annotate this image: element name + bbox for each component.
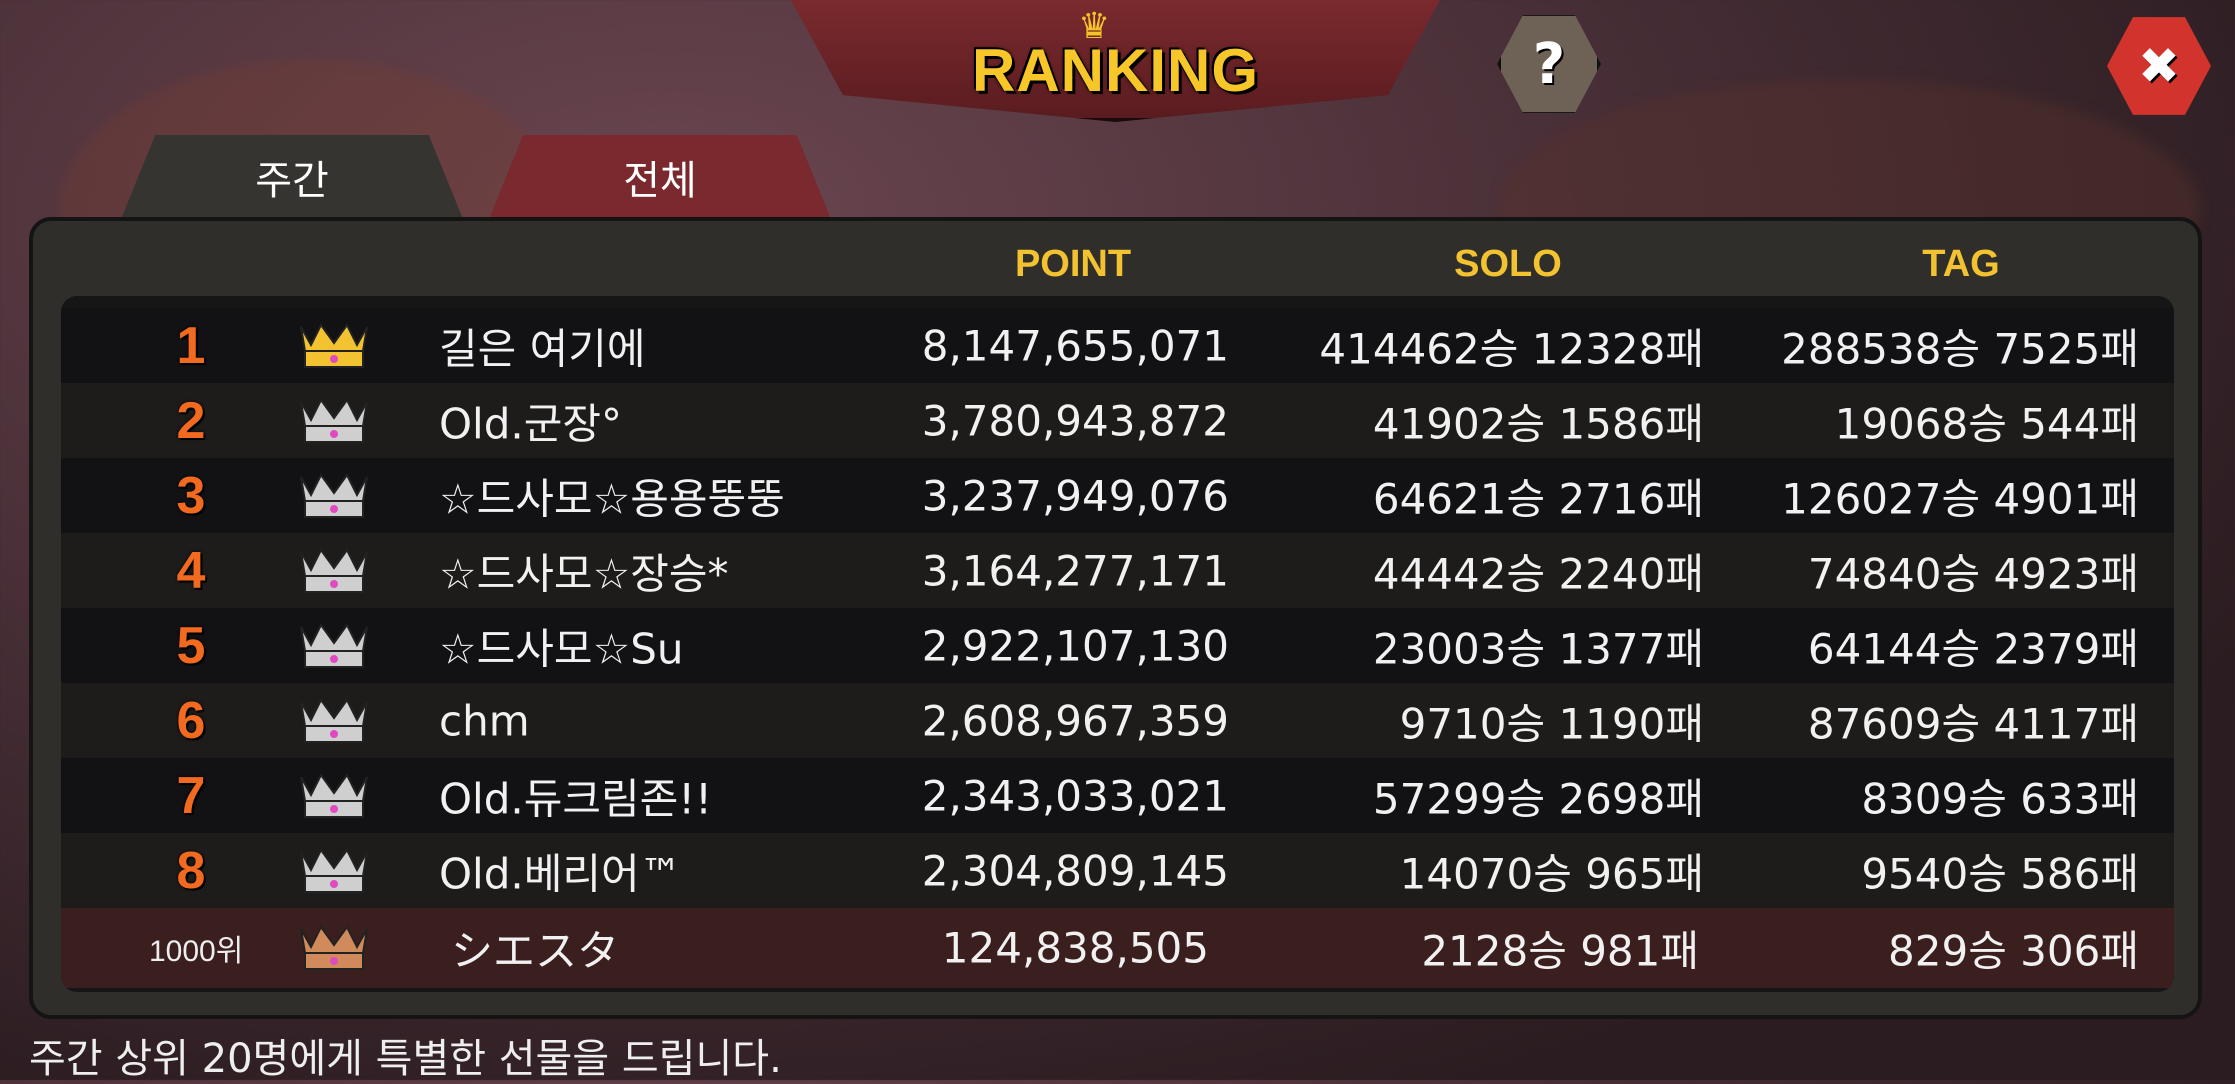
ranking-list[interactable]: 1 길은 여기에 8,147,655,071 414462승 12328패 28… bbox=[61, 296, 2174, 992]
player-name: ☆드사모☆Su bbox=[439, 624, 684, 673]
tag-record: 64144승 2379패 bbox=[1807, 624, 2139, 673]
table-row[interactable]: 2 Old.군장° 3,780,943,872 41902승 1586패 190… bbox=[61, 383, 2174, 458]
crown-silver-icon bbox=[297, 697, 371, 744]
solo-record: 2128승 981패 bbox=[1421, 926, 1699, 976]
point-value: 2,608,967,359 bbox=[921, 696, 1229, 745]
solo-record: 23003승 1377패 bbox=[1372, 624, 1704, 673]
close-icon: ✖ bbox=[2138, 37, 2180, 95]
solo-record: 414462승 12328패 bbox=[1319, 324, 1704, 373]
point-value: 2,922,107,130 bbox=[921, 621, 1229, 670]
point-value: 2,343,033,021 bbox=[921, 771, 1229, 820]
rank: 4 bbox=[176, 541, 206, 600]
tag-record: 8309승 633패 bbox=[1861, 774, 2139, 823]
page-title: RANKING bbox=[972, 37, 1259, 104]
player-name: シエスタ bbox=[451, 926, 620, 976]
tab-all[interactable]: 전체 bbox=[489, 135, 831, 219]
tag-record: 19068승 544패 bbox=[1834, 399, 2139, 448]
table-row[interactable]: 5 ☆드사모☆Su 2,922,107,130 23003승 1377패 641… bbox=[61, 608, 2174, 683]
point-value: 3,780,943,872 bbox=[921, 396, 1229, 445]
solo-record: 9710승 1190패 bbox=[1399, 699, 1704, 748]
tag-record: 126027승 4901패 bbox=[1781, 474, 2139, 523]
question-icon: ? bbox=[1532, 31, 1566, 97]
crown-silver-icon bbox=[297, 472, 371, 519]
footer-notice: 주간 상위 20명에게 특별한 선물을 드립니다. bbox=[29, 1036, 782, 1082]
player-name: Old.베리어™ bbox=[439, 849, 682, 898]
solo-record: 14070승 965패 bbox=[1399, 849, 1704, 898]
rank: 1 bbox=[176, 316, 206, 375]
header-tag: TAG bbox=[1922, 243, 2000, 285]
header-solo: SOLO bbox=[1454, 243, 1562, 285]
crown-gold-icon bbox=[297, 322, 371, 369]
player-name: 길은 여기에 bbox=[439, 324, 646, 373]
solo-record: 41902승 1586패 bbox=[1372, 399, 1704, 448]
point-value: 3,164,277,171 bbox=[921, 546, 1229, 595]
solo-record: 44442승 2240패 bbox=[1372, 549, 1704, 598]
table-row[interactable]: 8 Old.베리어™ 2,304,809,145 14070승 965패 954… bbox=[61, 833, 2174, 908]
player-name: ☆드사모☆장승* bbox=[439, 549, 729, 598]
rank: 1000위 bbox=[149, 935, 244, 968]
tag-record: 829승 306패 bbox=[1888, 926, 2139, 976]
tab-label: 전체 bbox=[623, 158, 697, 204]
crown-icon: ♛ bbox=[1078, 6, 1111, 47]
tab-weekly[interactable]: 주간 bbox=[121, 135, 463, 219]
tag-record: 9540승 586패 bbox=[1861, 849, 2139, 898]
tag-record: 87609승 4117패 bbox=[1807, 699, 2139, 748]
point-value: 8,147,655,071 bbox=[921, 321, 1229, 370]
solo-record: 57299승 2698패 bbox=[1372, 774, 1704, 823]
help-button[interactable]: ? bbox=[1497, 15, 1601, 113]
rank: 7 bbox=[176, 766, 206, 825]
table-row[interactable]: 4 ☆드사모☆장승* 3,164,277,171 44442승 2240패 74… bbox=[61, 533, 2174, 608]
rank: 2 bbox=[176, 391, 206, 450]
crown-silver-icon bbox=[297, 772, 371, 819]
crown-silver-icon bbox=[297, 622, 371, 669]
player-name: chm bbox=[439, 696, 530, 745]
tab-label: 주간 bbox=[255, 158, 329, 204]
my-rank-row[interactable]: 1000위 シエスタ 124,838,505 2128승 981패 829승 3… bbox=[61, 908, 2174, 988]
crown-silver-icon bbox=[297, 397, 371, 444]
point-value: 3,237,949,076 bbox=[921, 471, 1229, 520]
rank: 3 bbox=[176, 466, 206, 525]
crown-silver-icon bbox=[297, 547, 371, 594]
rank: 8 bbox=[176, 841, 206, 900]
table-row[interactable]: 3 ☆드사모☆용용뚱뚱 3,237,949,076 64621승 2716패 1… bbox=[61, 458, 2174, 533]
crown-bronze-icon bbox=[297, 925, 371, 971]
table-row[interactable]: 7 Old.듀크림존!! 2,343,033,021 57299승 2698패 … bbox=[61, 758, 2174, 833]
table-row[interactable]: 1 길은 여기에 8,147,655,071 414462승 12328패 28… bbox=[61, 308, 2174, 383]
player-name: ☆드사모☆용용뚱뚱 bbox=[439, 474, 785, 523]
player-name: Old.듀크림존!! bbox=[439, 774, 712, 823]
solo-record: 64621승 2716패 bbox=[1372, 474, 1704, 523]
point-value: 2,304,809,145 bbox=[921, 846, 1229, 895]
ranking-panel: POINT SOLO TAG 1 길은 여기에 8,147,655,071 41… bbox=[29, 217, 2202, 1019]
table-row[interactable]: 6 chm 2,608,967,359 9710승 1190패 87609승 4… bbox=[61, 683, 2174, 758]
rank: 6 bbox=[176, 691, 206, 750]
close-button[interactable]: ✖ bbox=[2107, 17, 2211, 115]
player-name: Old.군장° bbox=[439, 399, 623, 448]
point-value: 124,838,505 bbox=[941, 923, 1209, 973]
tag-record: 288538승 7525패 bbox=[1781, 324, 2139, 373]
rank: 5 bbox=[176, 616, 206, 675]
crown-silver-icon bbox=[297, 847, 371, 894]
tag-record: 74840승 4923패 bbox=[1807, 549, 2139, 598]
header-point: POINT bbox=[1014, 243, 1132, 285]
